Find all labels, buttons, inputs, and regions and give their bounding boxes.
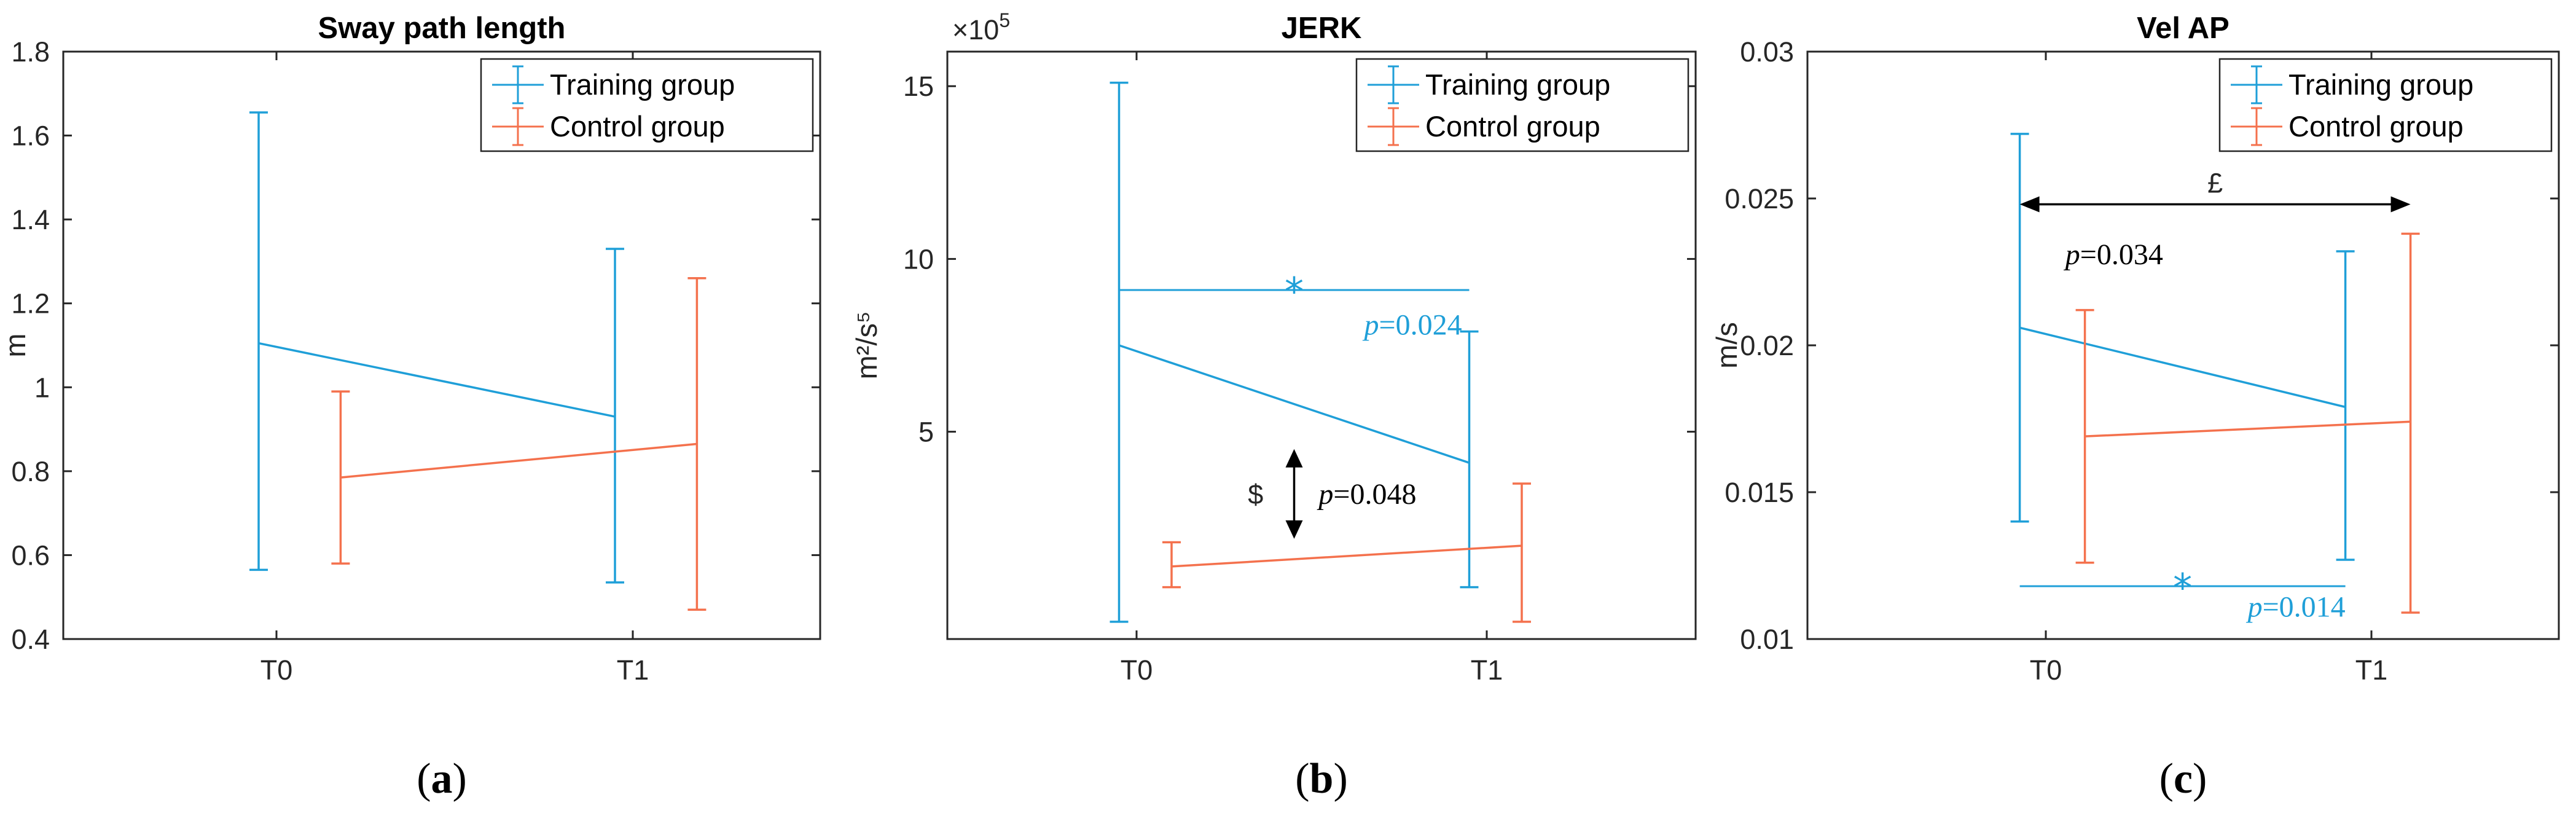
exponent-power: 5 <box>999 9 1010 31</box>
chart-title: JERK <box>1282 12 1362 45</box>
caption-open: ( <box>1295 755 1309 802</box>
annotation-symbol: $ <box>1248 479 1263 510</box>
caption-open: ( <box>2159 755 2174 802</box>
p-value-label: p=0.024 <box>1363 308 1462 341</box>
p-symbol: p <box>1317 478 1333 511</box>
legend: Training group Control group <box>1355 58 1689 152</box>
x-tick-label: T0 <box>1121 654 1153 686</box>
chart-title: Sway path length <box>318 12 566 45</box>
legend-label: Training group <box>2288 68 2473 101</box>
legend: Training group Control group <box>2218 58 2553 152</box>
legend-box <box>480 58 814 152</box>
p-value: =0.024 <box>1379 308 1462 341</box>
p-symbol: p <box>2246 590 2263 623</box>
series-control <box>2075 232 2420 614</box>
caption-letter: b <box>1310 755 1334 802</box>
y-tick-label: 5 <box>918 417 934 448</box>
y-tick-label: 0.01 <box>1740 624 1794 655</box>
y-tick-label: 1 <box>34 372 50 403</box>
chart-title: Vel AP <box>2137 12 2230 45</box>
y-axis-label: m/s <box>1710 322 1743 369</box>
x-tick-label: T1 <box>1471 654 1503 686</box>
arrow-head-right <box>2390 196 2411 213</box>
y-tick-label: 0.03 <box>1740 36 1794 68</box>
y-tick-label: 0.4 <box>11 624 50 655</box>
series-training <box>249 111 624 584</box>
panel-caption: (b) <box>1295 755 1348 802</box>
y-tick-label: 1.6 <box>11 120 50 152</box>
annotation-hbar: * p=0.014 <box>2019 565 2346 623</box>
y-tick-label: 0.025 <box>1725 183 1794 214</box>
y-tick-label: 0.6 <box>11 539 50 571</box>
y-exponent-label: ×105 <box>952 9 1010 45</box>
y-tick-label: 1.8 <box>11 36 50 68</box>
y-tick-label: 10 <box>903 243 934 275</box>
exponent-base: ×10 <box>952 14 999 45</box>
caption-letter: a <box>431 755 453 802</box>
series-control <box>1162 482 1531 623</box>
x-tick-label: T1 <box>617 654 649 686</box>
series-line <box>258 342 616 418</box>
p-value-label: p=0.034 <box>2064 238 2163 271</box>
annotation-harrow: £ p=0.034 <box>2019 167 2411 271</box>
panel-caption: (c) <box>2159 755 2207 802</box>
caption-close: ) <box>1333 755 1347 802</box>
x-tick-label: T1 <box>2355 654 2388 686</box>
p-symbol: p <box>1363 308 1379 341</box>
caption-close: ) <box>2193 755 2207 802</box>
x-tick-label: T0 <box>260 654 293 686</box>
legend-label: Control group <box>2288 110 2464 143</box>
annotation-symbol: £ <box>2207 167 2223 198</box>
series-control <box>331 277 707 611</box>
y-tick-label: 1.2 <box>11 288 50 320</box>
legend: Training group Control group <box>480 58 814 152</box>
significance-star: * <box>1285 269 1304 314</box>
legend-label: Training group <box>550 68 735 101</box>
arrow-head-up <box>1285 449 1303 468</box>
chart-panel-c: Vel AP 0.01 0.015 0.02 0.025 0.03 T0 T1 m/s Train… <box>1710 12 2560 802</box>
y-axis-label: m²/s⁵ <box>850 312 883 380</box>
p-symbol: p <box>2064 238 2080 271</box>
x-tick-label: T0 <box>2030 654 2062 686</box>
series-line <box>1118 344 1470 464</box>
annotation-hbar: * p=0.024 <box>1119 269 1470 341</box>
series-training <box>1110 81 1479 623</box>
arrow-head-left <box>2019 196 2040 213</box>
y-tick-label: 0.015 <box>1725 477 1794 508</box>
series-line <box>2019 326 2346 409</box>
legend-box <box>2218 58 2553 152</box>
legend-box <box>1355 58 1689 152</box>
series-line <box>2085 420 2411 437</box>
arrow-head-down <box>1285 520 1303 539</box>
p-value: =0.048 <box>1333 478 1416 511</box>
p-value: =0.034 <box>2080 238 2163 271</box>
significance-star: * <box>2173 565 2192 610</box>
series-training <box>2010 133 2355 561</box>
legend-label: Control group <box>1425 110 1600 143</box>
p-value-label: p=0.014 <box>2246 590 2346 623</box>
caption-open: ( <box>417 755 431 802</box>
annotation-varrow: $ p=0.048 <box>1248 449 1416 539</box>
series-line <box>340 442 697 479</box>
legend-label: Control group <box>550 110 725 143</box>
y-axis-label: m <box>0 333 31 357</box>
caption-letter: c <box>2174 755 2193 802</box>
legend-label: Training group <box>1425 68 1610 101</box>
series-line <box>1171 544 1522 568</box>
y-tick-label: 0.02 <box>1740 330 1794 361</box>
y-tick-label: 0.8 <box>11 456 50 487</box>
chart-panel-a: Sway path length 0.4 0.6 0.8 1 1.2 1.4 1.6 1.8 T0… <box>0 12 821 802</box>
y-tick-label: 15 <box>903 71 934 102</box>
p-value: =0.014 <box>2263 590 2346 623</box>
p-value-label: p=0.048 <box>1317 478 1416 511</box>
y-tick-label: 1.4 <box>11 204 50 235</box>
caption-close: ) <box>453 755 467 802</box>
panel-caption: (a) <box>417 755 467 802</box>
